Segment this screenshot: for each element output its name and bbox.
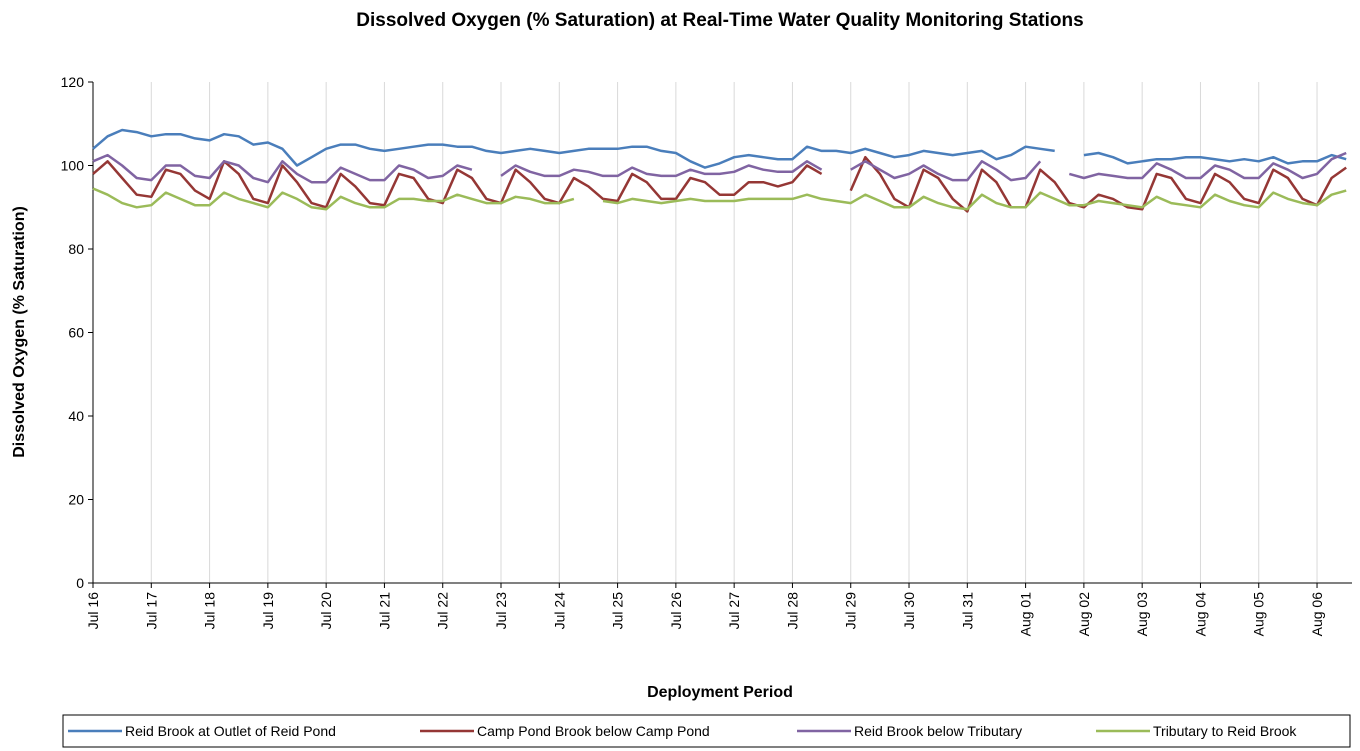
legend-label: Reid Brook below Tributary: [854, 723, 1022, 739]
x-tick-label: Aug 05: [1251, 592, 1267, 637]
x-tick-label: Aug 04: [1192, 592, 1208, 637]
x-tick-label: Jul 29: [843, 592, 859, 630]
chart-title: Dissolved Oxygen (% Saturation) at Real-…: [356, 10, 1083, 31]
series-line: [92, 128, 1347, 169]
y-tick-label: 20: [68, 492, 84, 508]
y-tick-label: 40: [68, 408, 84, 424]
x-tick-label: Jul 28: [784, 592, 800, 630]
y-tick-label: 100: [61, 158, 85, 174]
y-tick-label: 0: [76, 575, 84, 591]
legend-label: Camp Pond Brook below Camp Pond: [477, 723, 710, 739]
x-tick-label: Jul 18: [202, 592, 218, 630]
x-tick-label: Jul 17: [143, 592, 159, 630]
x-tick-label: Aug 01: [1018, 592, 1034, 637]
y-axis-title: Dissolved Oxygen (% Saturation): [11, 206, 28, 458]
y-tick-label: 60: [68, 325, 84, 341]
series-line: [92, 187, 1347, 211]
x-tick-label: Aug 06: [1309, 592, 1325, 637]
x-tick-label: Jul 16: [85, 592, 101, 630]
x-tick-label: Jul 26: [668, 592, 684, 630]
x-tick-label: Jul 24: [551, 592, 567, 630]
legend-label: Reid Brook at Outlet of Reid Pond: [125, 723, 336, 739]
legend-label: Tributary to Reid Brook: [1153, 723, 1297, 739]
x-tick-label: Jul 20: [318, 592, 334, 630]
x-tick-label: Aug 03: [1134, 592, 1150, 637]
x-tick-label: Jul 27: [726, 592, 742, 630]
x-tick-label: Jul 23: [493, 592, 509, 630]
x-tick-label: Jul 31: [959, 592, 975, 630]
legend-box: [62, 714, 1351, 748]
x-tick-label: Jul 30: [901, 592, 917, 630]
x-tick-label: Aug 02: [1076, 592, 1092, 637]
y-tick-label: 80: [68, 241, 84, 257]
x-tick-label: Jul 19: [260, 592, 276, 630]
series-line: [92, 155, 1347, 213]
x-tick-label: Jul 21: [376, 592, 392, 630]
series-line: [92, 151, 1347, 184]
x-axis-title: Deployment Period: [647, 684, 793, 701]
x-tick-label: Jul 25: [610, 592, 626, 630]
x-tick-label: Jul 22: [435, 592, 451, 630]
y-tick-label: 120: [61, 74, 85, 90]
